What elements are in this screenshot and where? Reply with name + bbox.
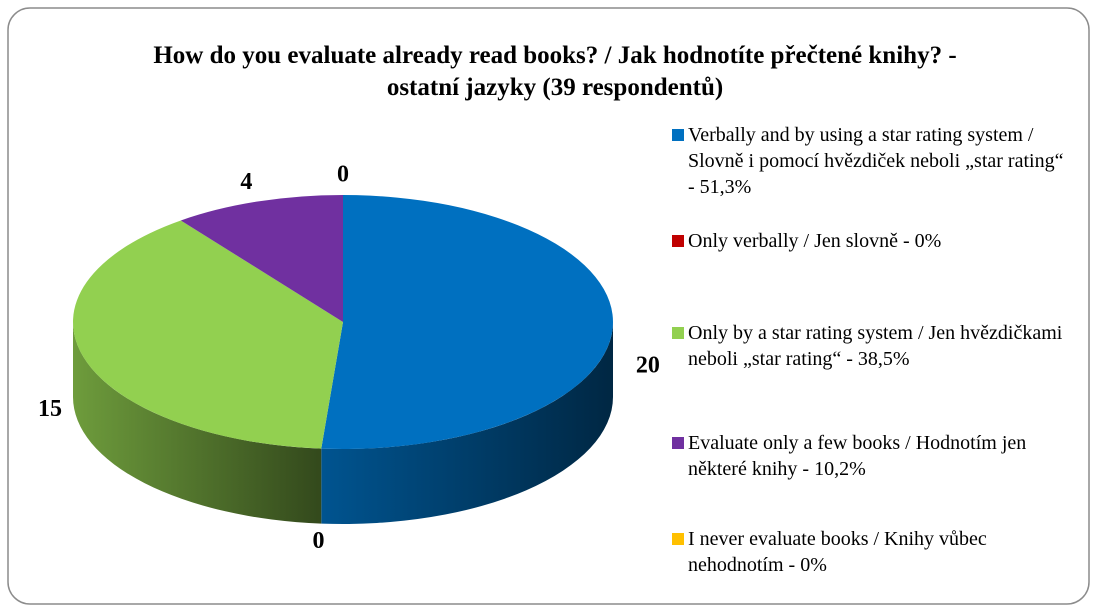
data-labels: 20 0 15 4 0 [38,161,660,554]
legend-item: Evaluate only a few books / Hodnotím jen… [672,430,1072,482]
legend-swatch [672,235,684,247]
legend-label: Only by a star rating system / Jen hvězd… [688,322,1063,370]
legend-label: Evaluate only a few books / Hodnotím jen… [688,432,1027,480]
legend-swatch [672,129,684,141]
data-label: 15 [38,396,62,422]
sides [73,322,613,524]
chart-title: How do you evaluate already read books? … [153,42,957,101]
legend-item: I never evaluate books / Knihy vůbec neh… [672,526,1072,578]
legend-item: Only verbally / Jen slovně - 0% [672,228,1072,254]
data-label: 4 [240,169,252,195]
data-label: 20 [636,352,660,378]
legend-label: I never evaluate books / Knihy vůbec neh… [688,528,987,576]
legend-swatch [672,437,684,449]
legend-item: Verbally and by using a star rating syst… [672,122,1072,200]
slice-side [321,322,613,524]
slice-side [73,322,322,524]
legend-label: Only verbally / Jen slovně - 0% [688,230,942,252]
legend-label: Verbally and by using a star rating syst… [688,124,1064,198]
data-label: 0 [337,161,349,187]
slice [180,195,343,322]
tops [73,195,613,450]
slice [321,195,613,450]
slice [73,220,343,449]
legend-swatch [672,327,684,339]
data-label: 0 [312,528,324,554]
legend-swatch [672,533,684,545]
legend-item: Only by a star rating system / Jen hvězd… [672,320,1072,372]
